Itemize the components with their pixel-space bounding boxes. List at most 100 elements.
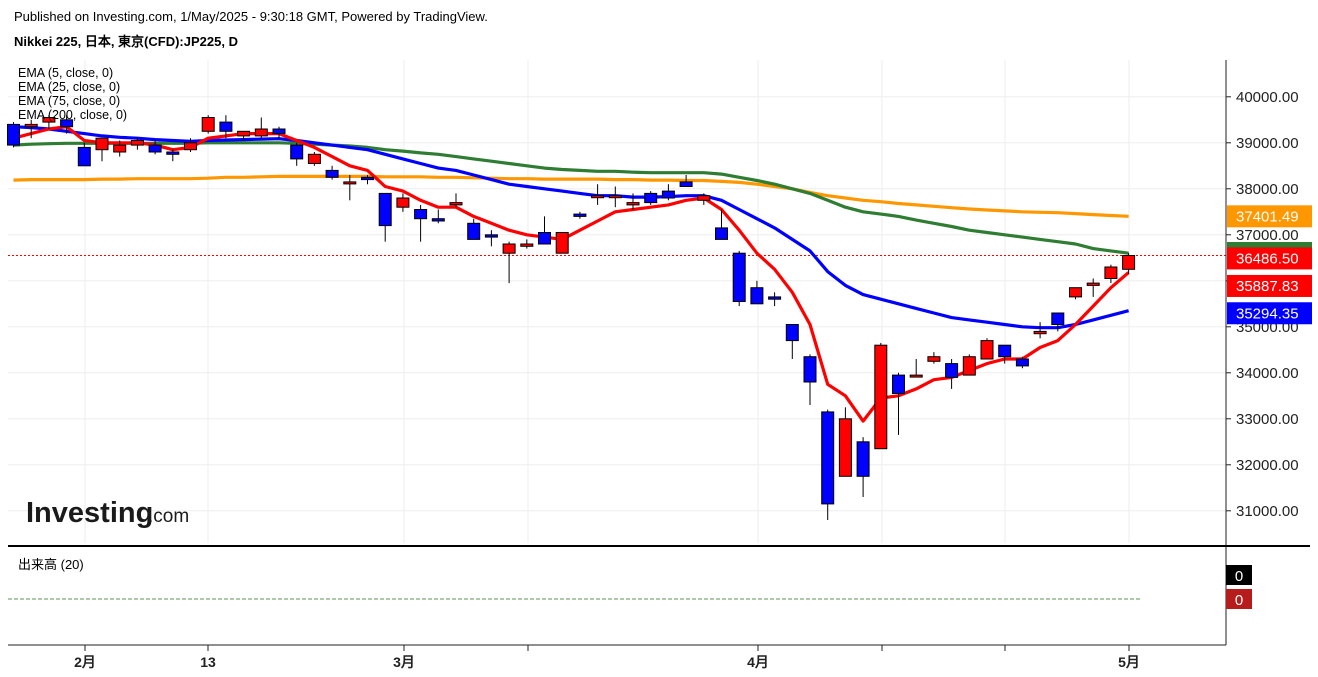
price-badge-label: 35294.35	[1236, 305, 1299, 322]
candle	[785, 324, 799, 359]
candle-body	[520, 243, 534, 247]
legend-ema200[interactable]: EMA (200, close, 0)	[18, 108, 127, 122]
candle-body	[838, 418, 852, 477]
ema75-line	[13, 141, 1129, 255]
volume-badge-1	[1226, 565, 1252, 585]
candle	[414, 204, 428, 242]
candle	[998, 344, 1012, 364]
candle-body	[148, 144, 162, 153]
candle-body	[1051, 312, 1065, 325]
candle	[42, 115, 56, 129]
candle-body	[821, 411, 835, 505]
candle-body	[573, 213, 587, 217]
candle-body	[201, 117, 215, 132]
candle	[626, 193, 640, 210]
candle	[1015, 356, 1029, 369]
price-badge	[1227, 205, 1312, 228]
candle-body	[42, 117, 56, 123]
candle	[856, 437, 870, 497]
legend-ema75[interactable]: EMA (75, close, 0)	[18, 94, 120, 108]
candle	[750, 280, 764, 305]
price-badge	[1227, 274, 1312, 297]
candle-body	[732, 252, 746, 302]
x-tick-label: 5月	[1118, 654, 1140, 670]
volume-label: 出来高 (20)	[18, 557, 84, 572]
candle	[715, 209, 728, 240]
candle-body	[927, 356, 941, 362]
ema5-line	[13, 125, 1130, 423]
candle	[184, 138, 197, 152]
candle-body	[1122, 255, 1136, 270]
candle	[892, 372, 905, 435]
price-badge	[1227, 247, 1312, 270]
candle	[927, 352, 941, 364]
candle-body	[484, 234, 498, 238]
candle	[290, 142, 304, 166]
candle	[538, 216, 551, 245]
candle	[254, 117, 268, 139]
candle	[201, 115, 215, 134]
candle-body	[1015, 358, 1029, 367]
candle-body	[396, 197, 410, 208]
legend-ema5[interactable]: EMA (5, close, 0)	[18, 66, 113, 80]
candle-body	[1033, 330, 1047, 335]
price-axis: 31000.0032000.0033000.0034000.0035000.00…	[8, 60, 1310, 646]
candle-body	[679, 181, 693, 187]
candle-body	[113, 144, 127, 153]
candle	[608, 186, 622, 208]
candle	[467, 218, 481, 240]
candle-body	[24, 123, 38, 128]
candle	[555, 232, 569, 254]
candle-body	[785, 324, 799, 342]
x-tick-label: 4月	[747, 654, 769, 670]
legend-ema25[interactable]: EMA (25, close, 0)	[18, 80, 120, 94]
candle	[945, 359, 959, 389]
candle	[591, 184, 605, 205]
candle	[449, 193, 463, 208]
candle-body	[856, 441, 870, 477]
volume-badge-1-text: 0	[1235, 568, 1243, 585]
x-tick-label: 2月	[74, 654, 96, 670]
candle-body	[431, 218, 445, 222]
candle	[732, 250, 746, 307]
candle-body	[95, 137, 109, 151]
candle	[24, 119, 38, 139]
ema200-line	[13, 174, 1129, 218]
candles	[7, 115, 1136, 520]
y-tick-label: 33000.00	[1236, 411, 1299, 428]
candle	[697, 193, 711, 205]
candle	[148, 140, 162, 155]
candle-body	[803, 356, 817, 383]
volume-panel: 出来高 (20) 0 0	[8, 557, 1252, 609]
investing-logo: Investing .com	[26, 497, 189, 529]
candle-body	[626, 202, 640, 206]
candle-body	[219, 121, 233, 132]
candle-body	[644, 192, 658, 204]
logo-suffix: .com	[148, 506, 189, 527]
candle-body	[7, 123, 20, 146]
candle-body	[237, 130, 251, 137]
candle	[60, 115, 74, 134]
candle-body	[60, 119, 74, 128]
candle	[980, 338, 994, 360]
candle-body	[378, 192, 392, 227]
price-badge-label: 37401.49	[1236, 208, 1299, 225]
candle-body	[184, 142, 197, 151]
candle-body	[1104, 266, 1118, 279]
candle-body	[502, 243, 516, 254]
candle	[874, 342, 888, 450]
candle	[237, 130, 251, 141]
candle-body	[998, 344, 1012, 358]
candle-body	[945, 363, 959, 378]
candle	[219, 115, 233, 139]
candle-body	[449, 202, 463, 206]
candle-body	[555, 232, 569, 254]
candle-body	[697, 195, 711, 201]
x-tick-label: 13	[200, 654, 216, 670]
candle	[768, 292, 782, 307]
published-caption: Published on Investing.com, 1/May/2025 -…	[14, 9, 488, 24]
candle	[307, 152, 321, 166]
candle-body	[538, 232, 551, 245]
grid	[8, 60, 1226, 543]
